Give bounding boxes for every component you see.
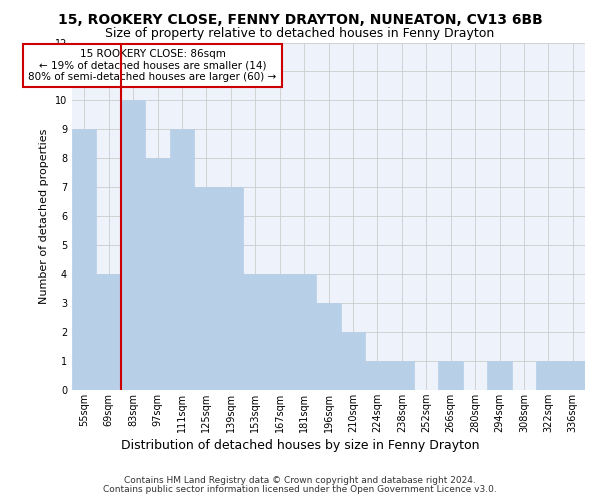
Bar (389, 361, 414, 390)
Bar (487, 361, 512, 390)
Text: 15, ROOKERY CLOSE, FENNY DRAYTON, NUNEATON, CV13 6BB: 15, ROOKERY CLOSE, FENNY DRAYTON, NUNEAT… (58, 12, 542, 26)
Bar (97, 274, 121, 390)
Text: Contains HM Land Registry data © Crown copyright and database right 2024.: Contains HM Land Registry data © Crown c… (124, 476, 476, 485)
Text: 15 ROOKERY CLOSE: 86sqm
← 19% of detached houses are smaller (14)
80% of semi-de: 15 ROOKERY CLOSE: 86sqm ← 19% of detache… (28, 49, 277, 82)
Bar (170, 130, 194, 390)
Bar (121, 100, 145, 390)
Bar (365, 361, 389, 390)
Bar (439, 361, 463, 390)
Bar (145, 158, 170, 390)
Bar (268, 274, 292, 390)
Bar (316, 303, 341, 390)
Text: Size of property relative to detached houses in Fenny Drayton: Size of property relative to detached ho… (106, 28, 494, 40)
Bar (292, 274, 316, 390)
Bar (536, 361, 560, 390)
Y-axis label: Number of detached properties: Number of detached properties (39, 128, 49, 304)
Text: Distribution of detached houses by size in Fenny Drayton: Distribution of detached houses by size … (121, 440, 479, 452)
Text: Contains public sector information licensed under the Open Government Licence v3: Contains public sector information licen… (103, 485, 497, 494)
Bar (72, 130, 97, 390)
Bar (218, 188, 243, 390)
Bar (341, 332, 365, 390)
Bar (243, 274, 268, 390)
Bar (194, 188, 218, 390)
Bar (560, 361, 585, 390)
